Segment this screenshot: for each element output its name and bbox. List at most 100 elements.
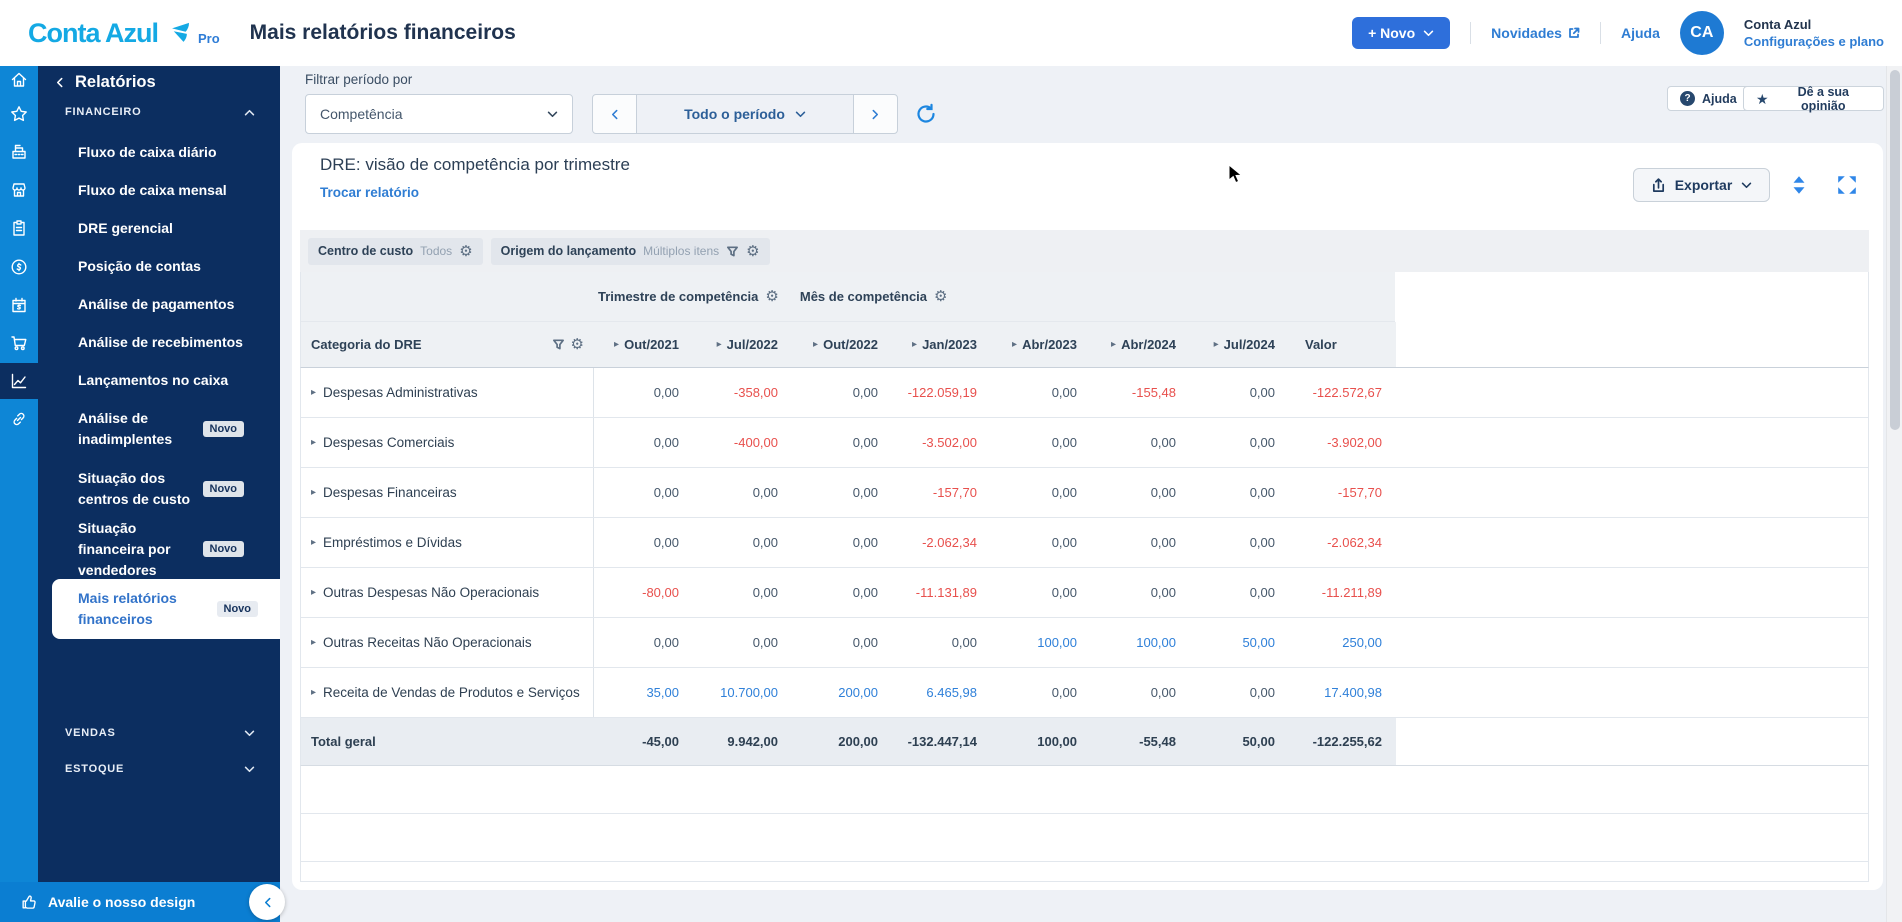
report-title: DRE: visão de competência por trimestre [320,155,630,175]
back-to-relatorios[interactable]: Relatórios [54,68,156,96]
sidebar-item[interactable]: DRE gerencial [38,209,280,247]
column-header-out-2021[interactable]: ▸Out/2021 [594,322,693,367]
chevron-down-icon [244,766,255,773]
sidebar-item[interactable]: Fluxo de caixa mensal [38,171,280,209]
funnel-icon[interactable] [552,338,565,351]
filter-chip-centro-de-custo[interactable]: Centro de custo Todos ⚙ [308,238,483,265]
help-button[interactable]: ? Ajuda [1667,86,1750,111]
clipboard-icon[interactable] [9,218,29,238]
table-row: ▸Despesas Comerciais0,00-400,000,00-3.50… [300,418,1869,468]
sidebar-item[interactable]: Posição de contas [38,247,280,285]
chip-value: Todos [420,244,452,258]
value-cell: 200,00 [792,668,892,717]
funnel-icon[interactable] [726,245,739,258]
sidebar-item[interactable]: Situação financeira por vendedoresNovo [38,519,280,579]
category-cell[interactable]: ▸Outras Receitas Não Operacionais [301,618,594,667]
sidebar-item[interactable]: Análise de pagamentos [38,285,280,323]
dimension-trimestre[interactable]: Trimestre de competência [598,289,758,304]
column-header-label: Jul/2024 [1224,337,1275,352]
category-cell[interactable]: ▸Despesas Financeiras [301,468,594,517]
row-header-icons: ⚙ [552,337,584,352]
fullscreen-icon[interactable] [1836,174,1858,196]
change-report-link[interactable]: Trocar relatório [320,185,419,200]
column-header-jan-2023[interactable]: ▸Jan/2023 [892,322,991,367]
gear-icon[interactable]: ⚙ [746,244,759,259]
gear-icon[interactable]: ⚙ [571,337,584,352]
table-header-row: Categoria do DRE⚙▸Out/2021▸Jul/2022▸Out/… [300,322,1869,368]
column-header-abr-2024[interactable]: ▸Abr/2024 [1091,322,1190,367]
feedback-button[interactable]: ★ Dê a sua opinião [1743,86,1884,111]
gear-icon[interactable]: ⚙ [459,244,472,259]
export-icon [1651,178,1666,193]
sidebar-item-label: Situação dos centros de custo [78,468,203,510]
column-header-out-2022[interactable]: ▸Out/2022 [792,322,892,367]
sidebar-item[interactable]: Lançamentos no caixa [38,361,280,399]
value-cell: 0,00 [892,618,991,667]
logo-pro-label: Pro [198,31,220,46]
sidebar-item[interactable]: Mais relatórios financeirosNovo [52,579,280,639]
sidebar-item[interactable]: Análise de recebimentos [38,323,280,361]
column-header-abr-2023[interactable]: ▸Abr/2023 [991,322,1091,367]
gear-icon[interactable]: ⚙ [765,289,778,304]
store-icon[interactable] [9,180,29,200]
total-value-cell: 50,00 [1190,718,1289,765]
home-icon[interactable] [9,70,29,90]
novo-button[interactable]: + Novo [1352,17,1450,49]
cash-register-icon[interactable] [9,142,29,162]
export-button[interactable]: Exportar [1633,168,1770,202]
value-cell: 0,00 [991,468,1091,517]
pivot-table: Centro de custo Todos ⚙ Origem do lançam… [300,230,1869,882]
scrollbar-thumb[interactable] [1890,70,1900,430]
category-label: Empréstimos e Dívidas [323,535,462,550]
avatar[interactable]: CA [1680,11,1724,55]
dimension-mes[interactable]: Mês de competência [800,289,927,304]
column-header-jul-2022[interactable]: ▸Jul/2022 [693,322,792,367]
value-cell: 0,00 [991,568,1091,617]
money-coin-icon[interactable] [9,257,29,277]
empty-row [300,814,1869,862]
spacer [1396,468,1868,517]
section-vendas[interactable]: VENDAS [65,718,255,748]
column-header-jul-2024[interactable]: ▸Jul/2024 [1190,322,1289,367]
next-period-button[interactable] [854,95,897,133]
delivery-cart-icon[interactable] [9,333,29,353]
integrations-link-icon[interactable] [9,409,29,429]
design-feedback-bar[interactable]: Avalie o nosso design [0,882,280,922]
section-financeiro[interactable]: FINANCEIRO [65,106,255,118]
conta-azul-logo-mark-icon [166,22,190,44]
section-estoque-label: ESTOQUE [65,763,124,775]
value-cell: -2.062,34 [1289,518,1396,567]
favorites-star-icon[interactable] [9,104,29,124]
account-menu[interactable]: Conta Azul Configurações e plano [1744,17,1884,49]
external-link-icon [1568,27,1580,39]
refresh-icon[interactable] [914,102,938,126]
calendar-money-icon[interactable] [9,295,29,315]
conta-azul-logo[interactable]: Conta Azul Pro [28,18,220,49]
vertical-scrollbar[interactable] [1886,66,1902,922]
expand-collapse-rows-icon[interactable] [1788,174,1810,196]
category-cell[interactable]: ▸Empréstimos e Dívidas [301,518,594,567]
category-cell[interactable]: ▸Despesas Comerciais [301,418,594,467]
header-actions: + Novo Novidades Ajuda CA Conta Azul Con… [1352,11,1884,55]
account-settings-link[interactable]: Configurações e plano [1744,34,1884,49]
novidades-link[interactable]: Novidades [1491,25,1580,41]
reports-chart-icon[interactable] [9,371,29,391]
expand-triangle-icon: ▸ [311,487,316,498]
gear-icon[interactable]: ⚙ [934,289,947,304]
category-cell[interactable]: ▸Outras Despesas Não Operacionais [301,568,594,617]
value-cell: 100,00 [991,618,1091,667]
value-cell: 0,00 [693,568,792,617]
filter-chip-origem-do-lancamento[interactable]: Origem do lançamento Múltiplos itens ⚙ [491,238,770,265]
collapse-sidebar-button[interactable] [249,884,285,920]
table-row: ▸Despesas Administrativas0,00-358,000,00… [300,368,1869,418]
period-dropdown[interactable]: Todo o período [636,95,854,133]
section-estoque[interactable]: ESTOQUE [65,754,255,784]
previous-period-button[interactable] [593,95,636,133]
category-cell[interactable]: ▸Receita de Vendas de Produtos e Serviço… [301,668,594,717]
sidebar-item[interactable]: Análise de inadimplentesNovo [38,399,280,459]
sidebar-item[interactable]: Fluxo de caixa diário [38,133,280,171]
sidebar-item[interactable]: Situação dos centros de custoNovo [38,459,280,519]
category-cell[interactable]: ▸Despesas Administrativas [301,368,594,417]
ajuda-link[interactable]: Ajuda [1621,25,1660,41]
filter-period-select[interactable]: Competência [305,94,573,134]
